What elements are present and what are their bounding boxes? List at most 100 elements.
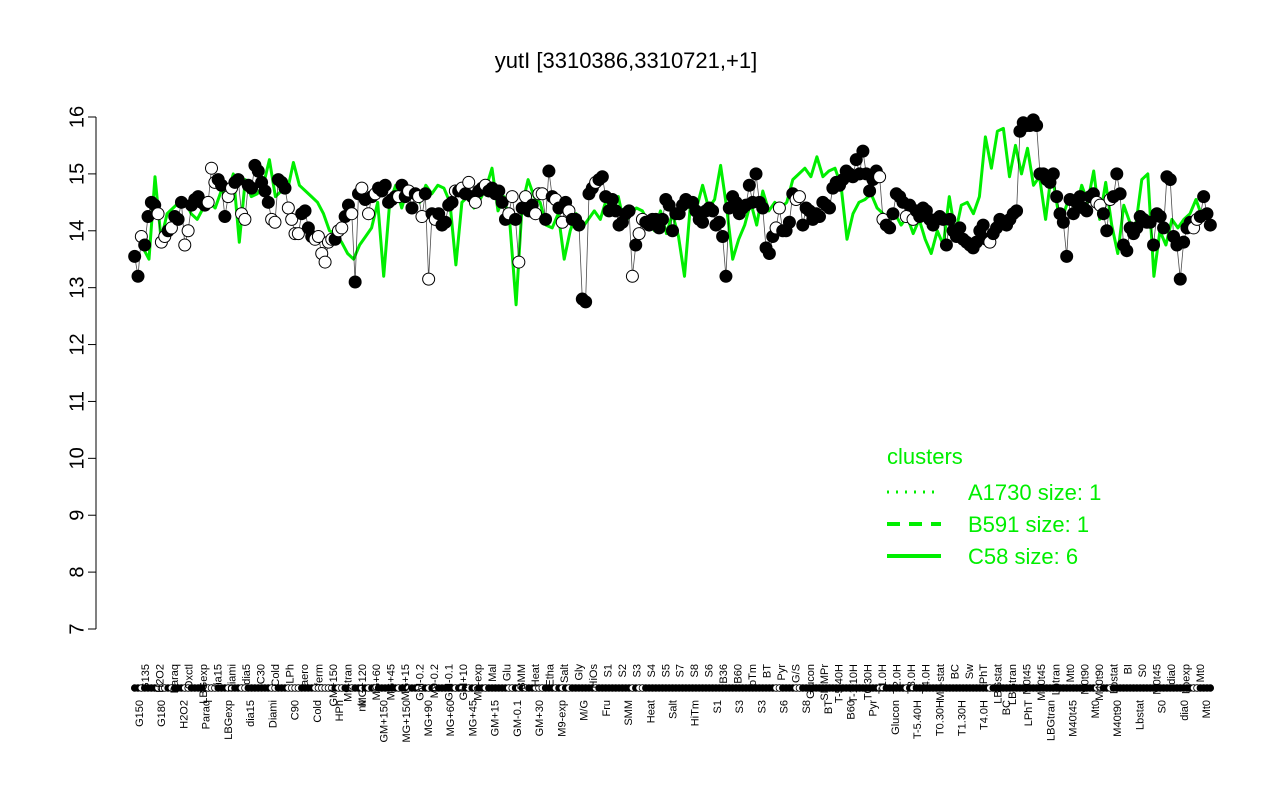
data-point — [1110, 167, 1124, 181]
data-point — [181, 224, 195, 238]
x-tick-label: Salt — [668, 700, 680, 719]
x-tick-label: M9-exp — [472, 664, 484, 701]
x-tick-label: Oxctl — [183, 664, 195, 689]
data-point — [495, 195, 509, 209]
data-point — [1050, 190, 1064, 204]
x-tick-label: HPh — [334, 700, 346, 721]
data-point — [632, 227, 646, 241]
x-tick-label: S3 — [734, 700, 746, 713]
y-tick-label: 10 — [66, 447, 88, 469]
data-point — [151, 207, 165, 221]
data-point — [1120, 244, 1134, 258]
y-tick-label: 14 — [66, 220, 88, 242]
y-tick-label: 15 — [66, 163, 88, 185]
x-tick-label: B60 — [845, 700, 857, 720]
x-tick-label: MG+120 — [357, 664, 369, 707]
x-tick-label: LBGstat — [993, 664, 1005, 704]
x-tick-label: G135 — [140, 664, 152, 691]
x-tick-label: GM-0.1 — [443, 664, 455, 701]
x-tick-label: Lbstat — [1108, 664, 1120, 694]
data-point — [1153, 210, 1167, 224]
x-tick-label: M9-0.2 — [429, 664, 441, 698]
x-tick-label: dia0 — [1166, 664, 1178, 685]
data-point — [512, 255, 526, 269]
data-point — [976, 218, 990, 232]
x-tick-label: M9-exp — [556, 700, 568, 737]
x-tick-label: Gly — [574, 664, 586, 681]
data-point — [1157, 221, 1171, 235]
y-axis: 7 8 9 10 11 12 13 14 15 16 — [66, 106, 97, 635]
x-tick-label: S4 — [646, 664, 658, 677]
data-point — [462, 175, 476, 189]
x-tick-label: LPhT — [1023, 700, 1035, 727]
data-point — [298, 204, 312, 218]
x-tick-label: T-1.10H — [848, 664, 860, 703]
x-tick-label: Fru — [601, 700, 613, 717]
data-point — [468, 195, 482, 209]
data-point — [666, 224, 679, 238]
x-tick-label: Cold — [270, 664, 282, 687]
x-tick-label: Lbexp — [1181, 664, 1193, 694]
x-tick-label: dia15 — [245, 700, 257, 727]
data-point — [505, 190, 519, 204]
x-tick-label: GM-0.1 — [512, 700, 524, 737]
x-tick-label: M9-stat — [935, 664, 947, 701]
x-tick-label: MG+90 — [423, 700, 435, 736]
data-point — [579, 295, 593, 309]
x-tick-label: M0t45 — [1152, 664, 1164, 695]
data-point — [1010, 204, 1024, 218]
x-tick-label: Paraq — [201, 700, 213, 729]
data-point — [742, 178, 756, 192]
data-point — [719, 269, 733, 283]
x-tick-label: dia15 — [212, 664, 224, 691]
x-tick-label: T1.30H — [956, 700, 968, 736]
x-tick-label: GM+150 — [328, 664, 340, 707]
x-tick-label: Salt — [559, 664, 571, 683]
data-point — [762, 247, 776, 261]
y-tick-label: 13 — [66, 277, 88, 299]
x-tick-label: M0t45 — [1022, 664, 1034, 695]
legend-entry-2: B591 size: 1 — [968, 512, 1089, 537]
data-point — [782, 215, 796, 229]
data-point — [625, 269, 639, 283]
y-tick-label: 11 — [66, 391, 88, 412]
data-point — [362, 207, 376, 221]
data-point — [268, 215, 282, 229]
data-point — [171, 212, 185, 226]
x-tick-label: B60 — [733, 664, 745, 684]
data-point — [238, 212, 252, 226]
y-tick-label: 7 — [66, 623, 88, 634]
data-point — [245, 181, 259, 195]
x-tick-label: aero — [299, 664, 311, 686]
x-tick-label: Mt0 — [1090, 700, 1102, 718]
data-point — [856, 144, 870, 158]
data-point — [1030, 119, 1044, 133]
x-tick-label: Etha — [545, 663, 557, 687]
x-tick-label: Mt0 — [1195, 664, 1207, 682]
x-tick-label: T2.0H — [892, 664, 904, 694]
x-tick-label: C30 — [256, 664, 268, 684]
data-point — [883, 221, 897, 235]
data-point — [542, 164, 556, 178]
y-tick-label: 16 — [66, 106, 88, 128]
x-tick-label: Heat — [645, 700, 657, 723]
x-tick-label: Lbtran — [1050, 664, 1062, 695]
data-point — [622, 204, 636, 218]
data-point — [258, 184, 272, 198]
x-tick-label: GM+30 — [534, 700, 546, 736]
x-tick-label: Pyr — [776, 664, 788, 681]
x-tick-label: M40t90 — [1112, 700, 1124, 737]
x-tick-label: Mt0 — [1065, 664, 1077, 682]
data-point — [716, 229, 730, 243]
x-tick-label: Diami — [227, 664, 239, 692]
data-point — [1203, 218, 1217, 232]
x-tick-label: Glu — [501, 664, 513, 681]
x-tick-label: S0 — [1137, 664, 1149, 677]
series — [128, 113, 1217, 309]
data-point — [445, 195, 459, 209]
x-tick-label: HiTm — [690, 700, 702, 726]
data-point — [205, 161, 219, 175]
x-tick-label: Mal — [487, 664, 499, 682]
x-tick-label: C90 — [290, 700, 302, 720]
x-tick-label: LoTm — [747, 664, 759, 692]
